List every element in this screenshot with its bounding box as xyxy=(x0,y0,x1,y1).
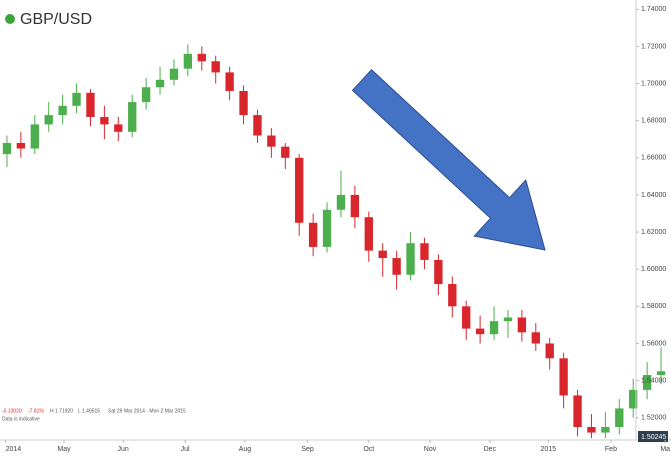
y-tick-label: 1.68000 xyxy=(641,118,666,125)
candle-body xyxy=(336,194,346,210)
stat-range: Sat 29 Mar 2014 - Mon 2 Mar 2015 xyxy=(108,408,186,414)
x-tick-label: Jul xyxy=(181,446,190,453)
y-tick-label: 1.64000 xyxy=(641,192,666,199)
candle-body xyxy=(183,53,193,69)
candle-body xyxy=(378,250,387,259)
candle-body xyxy=(434,259,443,285)
candle-body xyxy=(489,321,499,335)
candle-body xyxy=(128,102,137,132)
y-tick-label: 1.74000 xyxy=(641,6,666,13)
candle-body xyxy=(322,209,332,247)
candle-body xyxy=(72,92,81,106)
stat-high: H 1.71920 xyxy=(50,408,73,414)
candle-body xyxy=(169,68,179,80)
x-tick-label: 2015 xyxy=(541,446,557,453)
x-tick-label: Ma xyxy=(660,446,670,453)
x-tick-label: 2014 xyxy=(6,446,22,453)
candle-body xyxy=(281,146,290,158)
candle-body xyxy=(420,243,429,260)
candle-body xyxy=(211,61,220,73)
y-tick-label: 1.60000 xyxy=(641,266,666,273)
stat-change-pct: -7.81% xyxy=(28,408,44,414)
candle-body xyxy=(239,90,248,116)
candle-body xyxy=(656,371,666,376)
y-tick-label: 1.66000 xyxy=(641,155,666,162)
candle-body xyxy=(545,343,554,359)
plot-area xyxy=(2,44,666,439)
candle-body xyxy=(100,116,109,125)
candle-body xyxy=(475,328,485,335)
candle-body xyxy=(30,124,39,149)
candle-body xyxy=(364,217,373,251)
candle-body xyxy=(601,427,610,433)
x-tick-label: Nov xyxy=(424,446,437,453)
y-tick-label: 1.58000 xyxy=(641,303,666,310)
x-tick-label: Dec xyxy=(484,446,497,453)
candle-body xyxy=(267,135,276,147)
title-dot xyxy=(5,14,15,24)
y-tick-label: 1.70000 xyxy=(641,80,666,87)
candle-body xyxy=(629,389,638,409)
stat-change: -0.13020 xyxy=(2,408,22,414)
candle-body xyxy=(308,222,318,247)
candle-body xyxy=(448,284,457,307)
candle-body xyxy=(587,427,596,433)
x-tick-label: May xyxy=(57,446,71,453)
candle-body xyxy=(559,358,568,396)
chart-title: GBP/USD xyxy=(20,11,92,28)
stat-note: Data is indicative xyxy=(2,416,40,422)
candle-body xyxy=(16,142,26,149)
last-price-box xyxy=(638,431,668,442)
stat-low: L 1.49515 xyxy=(78,408,100,414)
y-tick-label: 1.52000 xyxy=(641,415,666,422)
candle-body xyxy=(503,317,513,322)
candle-body xyxy=(253,115,262,136)
candle-body xyxy=(58,105,67,116)
candle-body xyxy=(197,53,206,62)
candle-body xyxy=(517,317,527,333)
candle-body xyxy=(406,243,415,275)
x-tick-label: Sep xyxy=(301,446,314,453)
candle-body xyxy=(392,258,401,275)
candle-body xyxy=(86,92,95,117)
trend-arrow xyxy=(351,68,546,251)
candle-body xyxy=(531,332,540,344)
x-tick-label: Feb xyxy=(605,446,617,453)
y-tick-label: 1.56000 xyxy=(641,340,666,347)
x-tick-label: Aug xyxy=(239,446,252,453)
y-tick-label: 1.72000 xyxy=(641,43,666,50)
candle-body xyxy=(615,408,624,428)
candle-body xyxy=(295,157,304,223)
candle-body xyxy=(2,142,12,155)
candle-body xyxy=(141,87,151,103)
candle-body xyxy=(350,194,360,218)
candle-body xyxy=(155,79,165,88)
candle-body xyxy=(114,124,123,132)
candle-body xyxy=(573,395,582,428)
candle-body xyxy=(642,375,652,390)
candle-body xyxy=(225,72,234,91)
y-tick-label: 1.54000 xyxy=(641,377,666,384)
y-tick-label: 1.62000 xyxy=(641,229,666,236)
candle-body xyxy=(44,115,53,125)
candle-body xyxy=(462,306,471,329)
x-tick-label: Jun xyxy=(118,446,129,453)
last-price: 1.50245 xyxy=(641,434,666,441)
x-tick-label: Oct xyxy=(363,446,374,453)
